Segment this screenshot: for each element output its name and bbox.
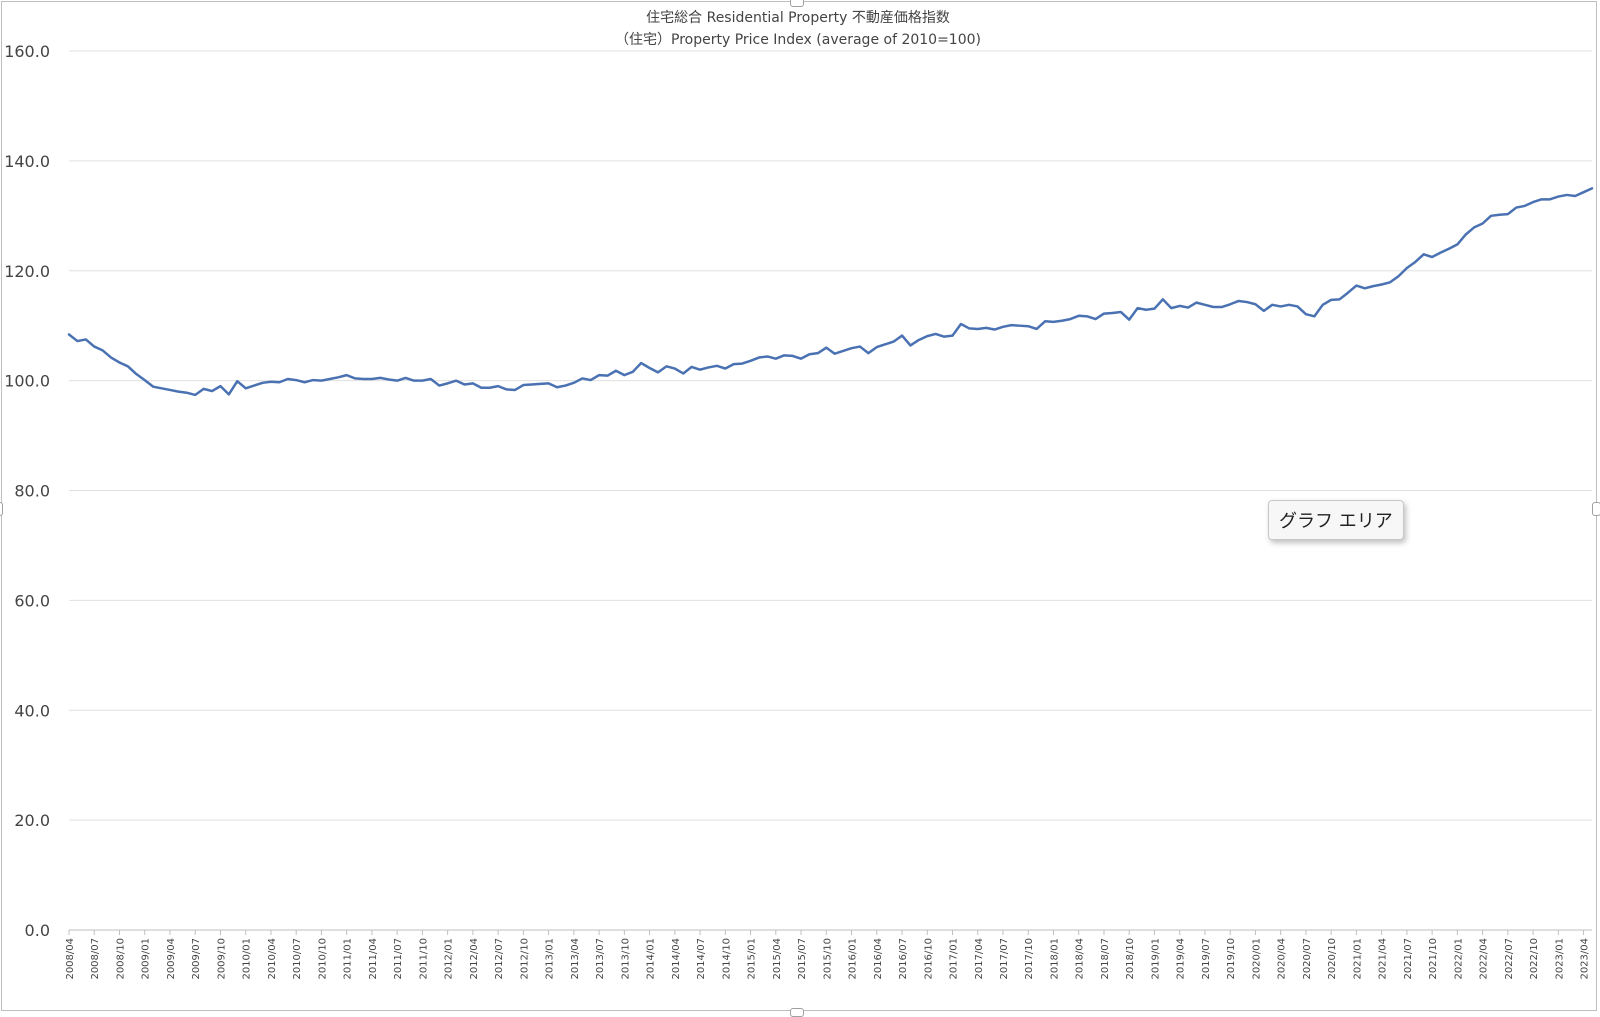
x-tick-label: 2022/01: [1453, 938, 1464, 980]
x-tick-label: 2015/04: [772, 938, 783, 980]
chart-subtitle: （住宅）Property Price Index (average of 201…: [615, 32, 981, 48]
x-tick-label: 2014/04: [671, 938, 682, 980]
x-tick-label: 2022/04: [1479, 938, 1490, 980]
y-tick-label: 140.0: [4, 152, 50, 171]
x-tick-label: 2015/10: [822, 938, 833, 980]
x-tick-label: 2008/10: [115, 938, 126, 980]
x-tick-label: 2022/07: [1504, 938, 1515, 980]
x-tick-label: 2012/01: [444, 938, 455, 980]
x-tick-label: 2020/04: [1277, 938, 1288, 980]
x-tick-label: 2021/10: [1428, 938, 1439, 980]
x-tick-label: 2015/07: [797, 938, 808, 980]
x-tick-label: 2017/04: [974, 938, 985, 980]
y-tick-label: 120.0: [4, 262, 50, 281]
x-tick-label: 2013/10: [620, 938, 631, 980]
y-tick-label: 20.0: [14, 811, 50, 830]
x-tick-label: 2020/07: [1302, 938, 1313, 980]
x-tick-label: 2019/01: [1150, 938, 1161, 980]
x-tick-label: 2012/10: [519, 938, 530, 980]
y-tick-label: 0.0: [25, 921, 50, 940]
resize-handle-right[interactable]: [1592, 502, 1600, 516]
x-tick-label: 2010/07: [292, 938, 303, 980]
x-tick-label: 2009/04: [166, 938, 177, 980]
x-tick-label: 2011/01: [343, 938, 354, 980]
y-tick-label: 100.0: [4, 372, 50, 391]
gridlines: [69, 50, 1592, 931]
x-tick-label: 2016/07: [898, 938, 909, 980]
x-tick-label: 2017/10: [1024, 938, 1035, 980]
x-tick-label: 2016/04: [873, 938, 884, 980]
x-tick-label: 2023/04: [1580, 938, 1591, 980]
x-tick-label: 2011/04: [368, 938, 379, 980]
x-tick-label: 2009/07: [191, 938, 202, 980]
x-tick-label: 2019/07: [1201, 938, 1212, 980]
y-tick-label: 80.0: [14, 482, 50, 501]
x-tick-label: 2018/04: [1075, 938, 1086, 980]
x-tick-label: 2020/10: [1327, 938, 1338, 980]
x-tick-label: 2010/04: [267, 938, 278, 980]
y-axis: 0.0 20.0 40.0 60.0 80.0 100.0 120.0 140.0 160.0: [4, 42, 50, 940]
chart-area-tooltip: グラフ エリア: [1268, 500, 1404, 540]
x-tick-label: 2009/01: [141, 938, 152, 980]
x-tick-label: 2010/10: [317, 938, 328, 980]
x-tick-label: 2008/04: [65, 938, 76, 980]
series-layer: [67, 187, 1594, 397]
x-tick-label: 2012/04: [469, 938, 480, 980]
x-tick-label: 2013/01: [545, 938, 556, 980]
x-tick-label: 2018/10: [1125, 938, 1136, 980]
x-tick-label: 2015/01: [747, 938, 758, 980]
x-tick-label: 2017/01: [949, 938, 960, 980]
x-tick-label: 2018/07: [1100, 938, 1111, 980]
x-tick-label: 2019/04: [1176, 938, 1187, 980]
x-tick-label: 2023/01: [1554, 938, 1565, 980]
x-tick-label: 2014/10: [721, 938, 732, 980]
series-line: [67, 187, 1594, 397]
x-tick-label: 2021/07: [1403, 938, 1414, 980]
y-tick-label: 160.0: [4, 42, 50, 61]
x-tick-label: 2010/01: [242, 938, 253, 980]
x-tick-label: 2021/04: [1378, 938, 1389, 980]
x-tick-label: 2014/01: [646, 938, 657, 980]
x-tick-label: 2022/10: [1529, 938, 1540, 980]
x-tick-label: 2011/10: [418, 938, 429, 980]
x-tick-label: 2014/07: [696, 938, 707, 980]
x-tick-label: 2017/07: [999, 938, 1010, 980]
x-tick-label: 2016/01: [848, 938, 859, 980]
x-tick-label: 2018/01: [1049, 938, 1060, 980]
y-tick-label: 60.0: [14, 591, 50, 610]
x-tick-label: 2016/10: [923, 938, 934, 980]
x-axis: 2008/04 2008/07 2008/10 2009/01 2009/04 2009/…: [65, 930, 1591, 980]
x-tick-label: 2009/10: [216, 938, 227, 980]
x-tick-label: 2012/07: [494, 938, 505, 980]
x-tick-label: 2011/07: [393, 938, 404, 980]
x-tick-label: 2013/07: [595, 938, 606, 980]
chart-title: 住宅総合 Residential Property 不動産価格指数: [646, 10, 950, 26]
x-tick-label: 2008/07: [90, 938, 101, 980]
resize-handle-top[interactable]: [790, 0, 804, 7]
x-tick-label: 2020/01: [1251, 938, 1262, 980]
resize-handle-left[interactable]: [0, 502, 3, 516]
x-tick-label: 2021/01: [1352, 938, 1363, 980]
y-tick-label: 40.0: [14, 701, 50, 720]
x-tick-label: 2019/10: [1226, 938, 1237, 980]
x-tick-label: 2013/04: [570, 938, 581, 980]
